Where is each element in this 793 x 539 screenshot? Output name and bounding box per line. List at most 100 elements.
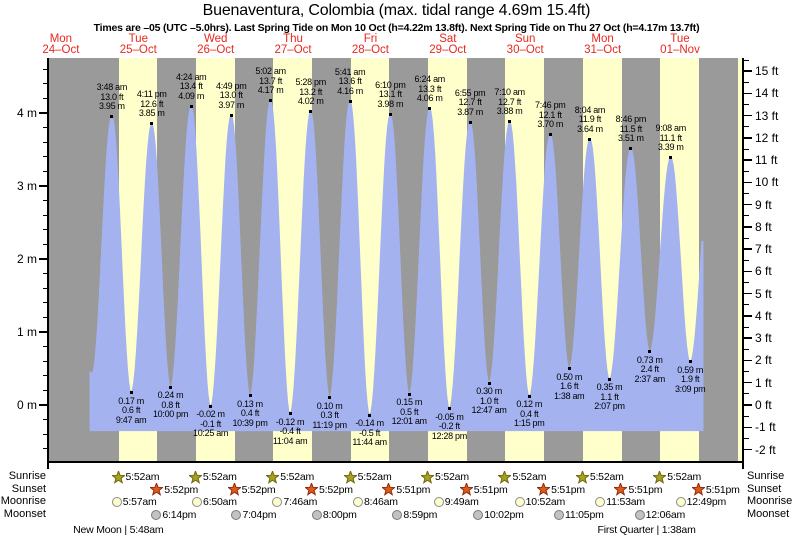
- moonset-circle-icon: [634, 509, 645, 520]
- day-header: Thu 27–Oct: [274, 33, 312, 56]
- annotation-line: 2:07 pm: [594, 401, 625, 412]
- annotation-line: 13.0 ft: [100, 91, 124, 102]
- annotation-line: 12:01 am: [391, 416, 427, 427]
- ft-axis-major-tick: [744, 226, 752, 228]
- sunrise-time: 5:52am: [202, 471, 237, 483]
- high-tide-annotation: 3:48 am 13.0 ft 3.95 m: [80, 83, 144, 112]
- sunrise-time: 5:52am: [280, 471, 315, 483]
- m-axis-minor-tick: [42, 287, 47, 289]
- m-axis-major-tick: [39, 258, 47, 260]
- day-name: Fri: [363, 33, 378, 45]
- day-date: 28–Oct: [351, 44, 389, 56]
- moonrise-time: 11:53am: [606, 496, 645, 508]
- sunset-entry: 5:52pm: [150, 483, 198, 497]
- annotation-line: 13.2 ft: [299, 86, 323, 97]
- sunrise-entry: 5:52am: [188, 470, 237, 484]
- ft-axis-minor-tick: [744, 237, 749, 239]
- sunrise-entry: 5:52am: [575, 470, 624, 484]
- day-header: Mon 24–Oct: [42, 33, 79, 56]
- m-axis-minor-tick: [42, 156, 47, 158]
- annotation-line: 1.1 ft: [600, 391, 619, 402]
- low-tide-annotation: -0.14 m -0.5 ft 11:44 am: [338, 419, 402, 448]
- low-tide-annotation: 0.15 m 0.5 ft 12:01 am: [377, 398, 441, 427]
- annotation-line: 10:25 am: [193, 428, 229, 439]
- moonrise-entry: 7:46am: [272, 495, 317, 509]
- low-tide-annotation: -0.05 m -0.2 ft 12:28 pm: [417, 411, 481, 442]
- m-axis-minor-tick: [42, 316, 47, 318]
- m-axis-minor-tick: [42, 302, 47, 304]
- plot-area: 3:48 am 13.0 ft 3.95 m 0.17 m 0.6 ft 9:47 am 4…: [48, 58, 743, 462]
- low-tide-dot: [648, 350, 652, 354]
- annotation-line: -0.05 m: [435, 411, 464, 422]
- annotation-line: 4.02 m: [297, 96, 324, 107]
- sunset-star-icon: [382, 483, 396, 496]
- moonrise-circle-icon: [353, 497, 364, 507]
- astro-row-label-left-sunset: Sunset: [11, 482, 46, 495]
- high-tide-dot: [229, 113, 233, 117]
- astro-row-label-left-sunrise: Sunrise: [8, 470, 46, 482]
- moonset-time: 10:02pm: [484, 508, 524, 521]
- high-tide-annotation: 5:41 am 13.6 ft 4.16 m: [318, 67, 382, 97]
- moonrise-time: 12:49pm: [686, 496, 727, 508]
- sunset-star-icon: [227, 483, 241, 496]
- moonrise-time: 7:46am: [283, 496, 318, 508]
- high-tide-annotation: 6:24 am 13.3 ft 4.06 m: [398, 75, 462, 104]
- low-tide-annotation: 0.30 m 1.0 ft 12:47 am: [457, 387, 521, 416]
- annotation-line: 8:46 pm: [615, 114, 647, 125]
- sunrise-time: 5:52am: [435, 471, 469, 483]
- high-tide-dot: [309, 110, 313, 114]
- ft-axis-minor-tick: [744, 59, 749, 61]
- ft-axis-minor-tick: [744, 415, 749, 417]
- day-name: Mon: [49, 33, 73, 45]
- ft-axis-major-tick: [744, 381, 752, 384]
- m-axis-minor-tick: [42, 273, 47, 275]
- moonset-entry: 12:06am: [634, 508, 685, 522]
- annotation-line: 3.98 m: [377, 98, 404, 109]
- m-axis-major-tick: [39, 331, 47, 333]
- sunset-entry: 5:51pm: [614, 483, 662, 497]
- chart-subtitle: Times are –05 (UTC –5.0hrs). Last Spring…: [93, 22, 700, 34]
- low-tide-annotation: -0.12 m -0.4 ft 11:04 am: [258, 417, 322, 447]
- annotation-line: 3:09 pm: [674, 383, 706, 394]
- annotation-line: 0.4 ft: [240, 408, 260, 418]
- annotation-line: 0.3 ft: [320, 410, 339, 421]
- m-axis-minor-tick: [42, 346, 47, 348]
- ft-axis-major-tick: [744, 181, 752, 184]
- high-tide-dot: [150, 122, 154, 126]
- annotation-line: 9:47 am: [115, 414, 147, 425]
- high-tide-annotation: 7:10 am 12.7 ft 3.88 m: [478, 88, 542, 117]
- moonrise-time: 5:57am: [122, 496, 157, 508]
- ft-axis-label: 14 ft: [755, 86, 779, 101]
- ft-axis-minor-tick: [744, 348, 749, 350]
- m-axis-minor-tick: [42, 170, 47, 172]
- annotation-line: 11.1 ft: [659, 132, 683, 143]
- sunset-entry: 5:52pm: [304, 483, 353, 497]
- low-tide-dot: [328, 396, 332, 400]
- annotation-line: 13.0 ft: [219, 90, 243, 101]
- ft-axis-major-tick: [744, 137, 752, 139]
- ft-axis-minor-tick: [744, 437, 749, 439]
- high-tide-annotation: 6:55 pm 12.7 ft 3.87 m: [438, 88, 502, 118]
- high-tide-annotation: 5:02 am 13.7 ft 4.17 m: [239, 67, 303, 96]
- moonset-circle-icon: [553, 509, 564, 520]
- m-axis-minor-tick: [42, 141, 47, 143]
- m-axis-minor-tick: [42, 419, 47, 421]
- m-axis-minor-tick: [42, 433, 47, 435]
- day-date: 27–Oct: [274, 44, 312, 56]
- low-tide-annotation: 0.59 m 1.9 ft 3:09 pm: [658, 365, 722, 395]
- sunrise-entry: 5:52am: [266, 470, 314, 484]
- sunrise-star-icon: [111, 470, 125, 484]
- sunrise-star-icon: [421, 470, 435, 484]
- moonrise-entry: 6:50am: [192, 495, 237, 509]
- astro-row-label-left-moonrise: Moonrise: [0, 495, 46, 507]
- annotation-line: 3.85 m: [138, 108, 165, 119]
- high-tide-annotation: 8:46 pm 11.5 ft 3.51 m: [599, 115, 663, 144]
- annotation-line: 12.7 ft: [458, 97, 482, 108]
- sunrise-entry: 5:52am: [421, 470, 469, 484]
- high-tide-dot: [629, 147, 633, 151]
- astro-row-label-right-moonset: Moonset: [747, 507, 790, 520]
- annotation-line: 0.5 ft: [400, 406, 419, 417]
- moonrise-entry: 9:49am: [433, 495, 479, 509]
- moonset-circle-icon: [392, 509, 403, 520]
- annotation-line: 12.1 ft: [538, 109, 562, 120]
